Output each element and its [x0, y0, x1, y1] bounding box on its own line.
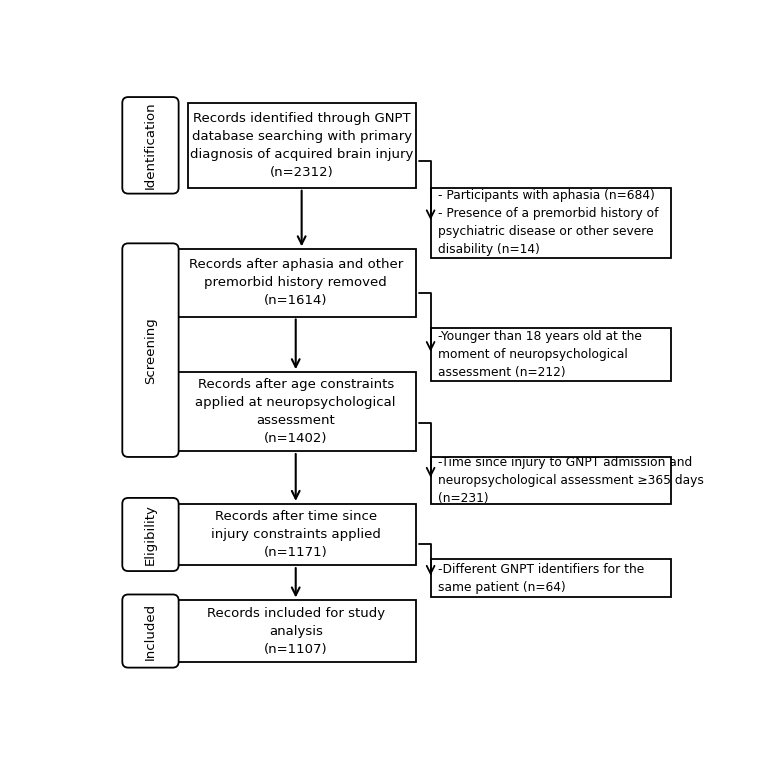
- Text: -Time since injury to GNPT admission and
neuropsychological assessment ≥365 days: -Time since injury to GNPT admission and…: [438, 456, 704, 505]
- FancyBboxPatch shape: [122, 243, 178, 457]
- FancyBboxPatch shape: [431, 328, 671, 381]
- FancyBboxPatch shape: [431, 559, 671, 597]
- Text: Records after aphasia and other
premorbid history removed
(n=1614): Records after aphasia and other premorbi…: [189, 258, 403, 307]
- Text: Records after age constraints
applied at neuropsychological
assessment
(n=1402): Records after age constraints applied at…: [196, 378, 396, 445]
- Text: -Younger than 18 years old at the
moment of neuropsychological
assessment (n=212: -Younger than 18 years old at the moment…: [438, 330, 642, 379]
- FancyBboxPatch shape: [176, 504, 416, 565]
- Text: Eligibility: Eligibility: [144, 504, 157, 565]
- FancyBboxPatch shape: [122, 594, 178, 667]
- Text: Included: Included: [144, 603, 157, 660]
- FancyBboxPatch shape: [176, 372, 416, 451]
- Text: Records after time since
injury constraints applied
(n=1171): Records after time since injury constrai…: [211, 510, 381, 559]
- Text: - Participants with aphasia (n=684)
- Presence of a premorbid history of
psychia: - Participants with aphasia (n=684) - Pr…: [438, 189, 658, 256]
- Text: Screening: Screening: [144, 317, 157, 384]
- FancyBboxPatch shape: [122, 498, 178, 571]
- FancyBboxPatch shape: [176, 249, 416, 316]
- FancyBboxPatch shape: [176, 600, 416, 662]
- FancyBboxPatch shape: [187, 103, 416, 188]
- Text: Records included for study
analysis
(n=1107): Records included for study analysis (n=1…: [207, 606, 385, 656]
- FancyBboxPatch shape: [431, 188, 671, 258]
- FancyBboxPatch shape: [122, 97, 178, 194]
- FancyBboxPatch shape: [431, 457, 671, 504]
- Text: Records identified through GNPT
database searching with primary
diagnosis of acq: Records identified through GNPT database…: [190, 112, 413, 179]
- Text: Identification: Identification: [144, 102, 157, 189]
- Text: -Different GNPT identifiers for the
same patient (n=64): -Different GNPT identifiers for the same…: [438, 563, 644, 594]
